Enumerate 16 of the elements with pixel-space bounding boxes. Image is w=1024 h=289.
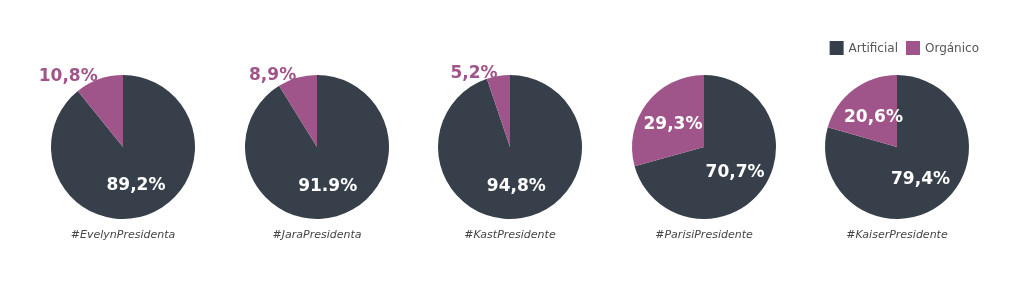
data-label: 91.9% [297, 174, 357, 195]
data-label: 70,7% [705, 160, 765, 181]
legend-label: Artificial [848, 41, 898, 55]
data-label: 8,9% [248, 63, 296, 84]
data-label: 89,2% [106, 173, 166, 194]
data-label: 94,8% [486, 175, 546, 196]
text: #ParisiPresidente [654, 228, 753, 241]
text: #KastPresidente [464, 228, 556, 241]
data-label: 10,8% [38, 65, 98, 86]
text: #KaiserPresidente [846, 228, 948, 241]
text: #JaraPresidenta [272, 228, 362, 241]
data-label: 29,3% [642, 113, 702, 134]
legend-label: Orgánico [924, 41, 980, 55]
data-label: 79,4% [891, 168, 951, 189]
data-label: 5,2% [450, 62, 498, 83]
text: #EvelynPresidenta [70, 228, 176, 241]
